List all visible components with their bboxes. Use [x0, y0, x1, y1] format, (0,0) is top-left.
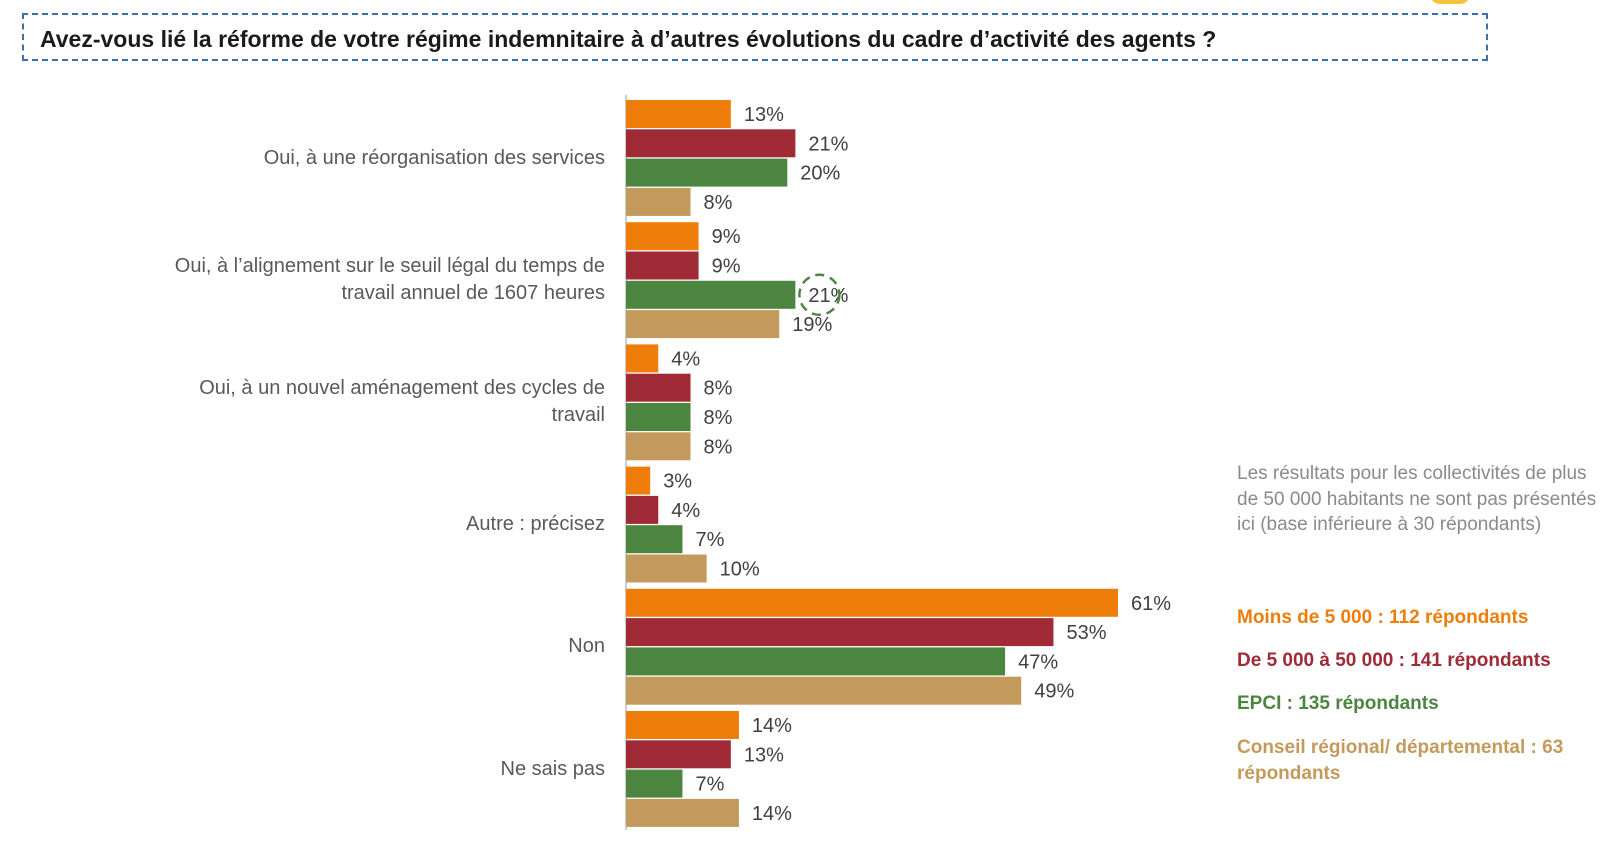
bar-0-3	[626, 187, 691, 216]
chart-title: Avez-vous lié la réforme de votre régime…	[40, 26, 1217, 52]
bar-3-0	[626, 466, 651, 495]
legend-item-conseil: Conseil régional/ départemental : 63 rép…	[1237, 737, 1564, 784]
category-label-1: Oui, à l’alignement sur le seuil légal d…	[45, 253, 605, 307]
bar-3-2	[626, 525, 683, 554]
bar-3-3	[626, 554, 707, 583]
logo-mark	[1430, 0, 1470, 4]
category-label-line: Autre : précisez	[466, 513, 605, 536]
bar-5-0	[626, 711, 739, 739]
category-label-line: Non	[568, 635, 605, 658]
note-text: Les résultats pour les collectivités de …	[1237, 463, 1597, 535]
value-label-5-3: 14%	[752, 803, 792, 825]
bar-1-3	[626, 310, 780, 339]
value-label-0-1: 21%	[808, 133, 848, 155]
value-label-5-0: 14%	[752, 715, 792, 737]
bar-3-1	[626, 495, 659, 524]
category-label-2: Oui, à un nouvel aménagement des cycles …	[45, 375, 605, 429]
bar-5-2	[626, 769, 683, 798]
value-label-5-1: 13%	[744, 744, 784, 766]
bar-4-3	[626, 676, 1022, 705]
value-label-0-3: 8%	[704, 192, 733, 214]
legend-item-5000-50000: De 5 000 à 50 000 : 141 répondants	[1237, 650, 1551, 671]
value-label-3-1: 4%	[671, 500, 700, 522]
bar-2-1	[626, 373, 691, 402]
bar-1-2	[626, 280, 796, 309]
value-label-4-0: 61%	[1131, 593, 1171, 615]
value-label-1-3: 19%	[792, 314, 832, 336]
bar-4-0	[626, 588, 1118, 617]
value-label-1-2: 21%	[808, 285, 848, 307]
value-label-0-2: 20%	[800, 163, 840, 185]
value-label-1-1: 9%	[712, 256, 741, 278]
bar-1-0	[626, 222, 699, 251]
value-label-1-0: 9%	[712, 226, 741, 248]
bar-0-1	[626, 129, 796, 158]
category-label-line: Oui, à une réorganisation des services	[263, 146, 605, 169]
bar-5-1	[626, 740, 731, 769]
legend-item-epci: EPCI : 135 répondants	[1237, 693, 1439, 714]
value-label-3-2: 7%	[695, 529, 724, 551]
category-label-line: travail	[551, 404, 605, 427]
bar-4-2	[626, 647, 1006, 676]
value-label-3-0: 3%	[663, 471, 692, 493]
category-label-line: travail annuel de 1607 heures	[341, 282, 605, 305]
bar-2-3	[626, 432, 691, 461]
value-label-4-2: 47%	[1018, 651, 1058, 673]
category-label-5: Ne sais pas	[45, 756, 606, 783]
bar-4-1	[626, 618, 1054, 647]
highlight-circle	[798, 273, 841, 317]
category-label-line: Ne sais pas	[500, 757, 606, 780]
category-label-line: Oui, à un nouvel aménagement des cycles …	[199, 377, 605, 400]
value-label-2-1: 8%	[704, 378, 733, 400]
bar-2-0	[626, 344, 659, 373]
legend-item-moins-5000: Moins de 5 000 : 112 répondants	[1237, 607, 1529, 628]
value-label-2-2: 8%	[704, 407, 733, 429]
category-label-0: Oui, à une réorganisation des services	[45, 145, 605, 172]
bar-0-0	[626, 100, 731, 128]
value-label-2-0: 4%	[671, 348, 700, 370]
value-label-4-3: 49%	[1034, 681, 1074, 703]
value-label-5-2: 7%	[695, 774, 724, 796]
bar-0-2	[626, 158, 788, 187]
category-label-3: Autre : précisez	[45, 511, 605, 538]
value-label-4-1: 53%	[1066, 622, 1106, 644]
title-frame	[22, 13, 1488, 61]
bar-1-1	[626, 251, 699, 280]
category-label-4: Non	[45, 633, 605, 660]
value-label-3-3: 10%	[720, 559, 760, 581]
bar-5-3	[626, 798, 739, 827]
value-label-2-3: 8%	[704, 436, 733, 458]
category-label-line: Oui, à l’alignement sur le seuil légal d…	[174, 255, 605, 278]
value-label-0-0: 13%	[744, 104, 784, 126]
bar-2-2	[626, 403, 691, 431]
